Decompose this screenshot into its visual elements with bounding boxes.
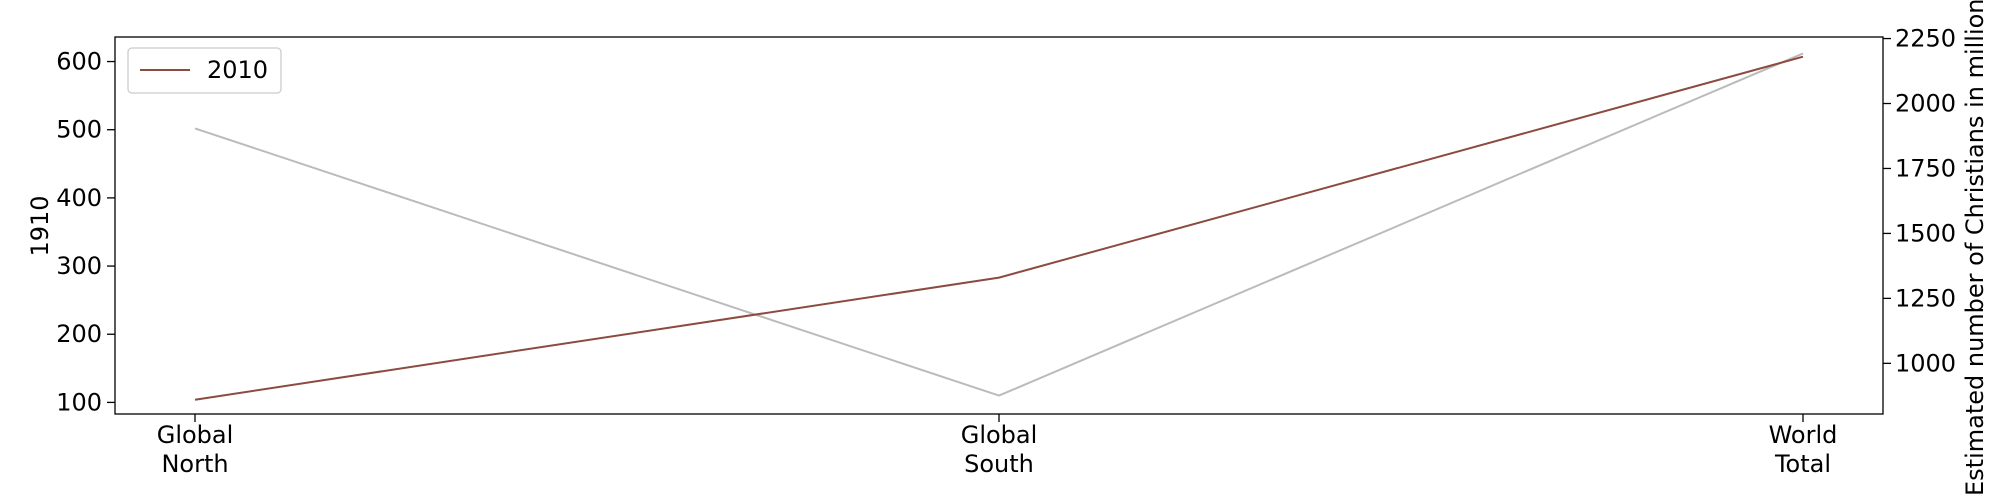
y-right-tick-label: 1750 <box>1895 154 1956 182</box>
x-tick-label: Global North <box>157 421 234 478</box>
y-left-axis-label: 1910 <box>26 195 54 256</box>
y-left-tick-label: 100 <box>56 388 102 416</box>
x-tick-label: Global South <box>961 421 1038 478</box>
y-right-tick-label: 1500 <box>1895 219 1956 247</box>
series-line-2010 <box>194 55 1804 401</box>
plot-area-frame <box>114 36 1884 415</box>
series-line-1910 <box>194 52 1804 397</box>
y-left-tick-label: 200 <box>56 320 102 348</box>
y-left-tick-label: 500 <box>56 116 102 144</box>
y-left-tick-label: 400 <box>56 184 102 212</box>
x-tick-label: World Total <box>1769 421 1838 478</box>
y-right-tick-label: 1250 <box>1895 284 1956 312</box>
y-right-tick-label: 2250 <box>1895 25 1956 53</box>
legend: 2010 <box>127 47 282 94</box>
y-right-axis-label: Estimated number of Christians in millio… <box>1961 0 1989 496</box>
y-left-tick-label: 600 <box>56 48 102 76</box>
legend-label-2010: 2010 <box>207 56 268 84</box>
legend-frame <box>127 47 282 94</box>
y-right-tick-label: 2000 <box>1895 90 1956 118</box>
y-right-tick-label: 1000 <box>1895 349 1956 377</box>
chart-marks: 100 200 300 400 500 600 1000 1250 1500 1750 2000 22… <box>56 25 1956 478</box>
y-left-tick-label: 300 <box>56 252 102 280</box>
